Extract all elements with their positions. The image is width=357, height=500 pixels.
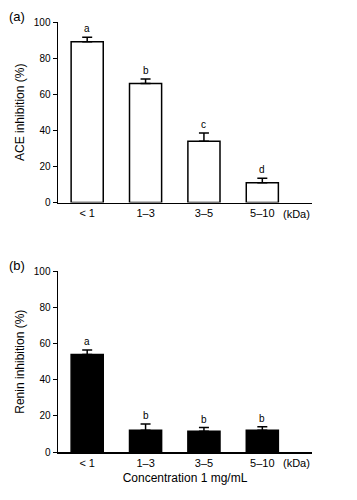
svg-text:a: a [84,23,90,34]
svg-text:80: 80 [39,53,51,64]
svg-text:0: 0 [45,197,51,208]
svg-text:3–5: 3–5 [195,457,213,469]
svg-text:(kDa): (kDa) [283,457,310,469]
svg-text:40: 40 [39,125,51,136]
svg-text:a: a [84,336,90,347]
svg-text:d: d [259,164,265,175]
svg-text:b: b [259,413,265,424]
svg-text:100: 100 [34,266,51,277]
svg-text:(a): (a) [9,9,25,24]
svg-text:5–10: 5–10 [250,207,274,219]
svg-text:5–10: 5–10 [250,457,274,469]
svg-text:3–5: 3–5 [195,207,213,219]
svg-text:100: 100 [34,17,51,28]
svg-text:Concentration 1 mg/mL: Concentration 1 mg/mL [123,471,248,485]
svg-text:20: 20 [39,410,51,421]
svg-text:Renin inhibition (%): Renin inhibition (%) [13,310,27,414]
svg-text:20: 20 [39,161,51,172]
svg-text:b: b [143,410,149,421]
svg-text:ACE inhibition (%): ACE inhibition (%) [13,64,27,161]
svg-text:b: b [201,414,207,425]
svg-text:80: 80 [39,302,51,313]
svg-text:0: 0 [45,447,51,458]
svg-text:b: b [143,65,149,76]
svg-text:c: c [201,119,206,130]
svg-text:< 1: < 1 [79,207,95,219]
svg-text:< 1: < 1 [79,457,95,469]
svg-text:40: 40 [39,374,51,385]
svg-text:1–3: 1–3 [136,457,154,469]
svg-text:60: 60 [39,89,51,100]
svg-text:60: 60 [39,338,51,349]
svg-text:1–3: 1–3 [136,207,154,219]
svg-text:(b): (b) [9,258,25,273]
svg-text:(kDa): (kDa) [283,208,310,220]
